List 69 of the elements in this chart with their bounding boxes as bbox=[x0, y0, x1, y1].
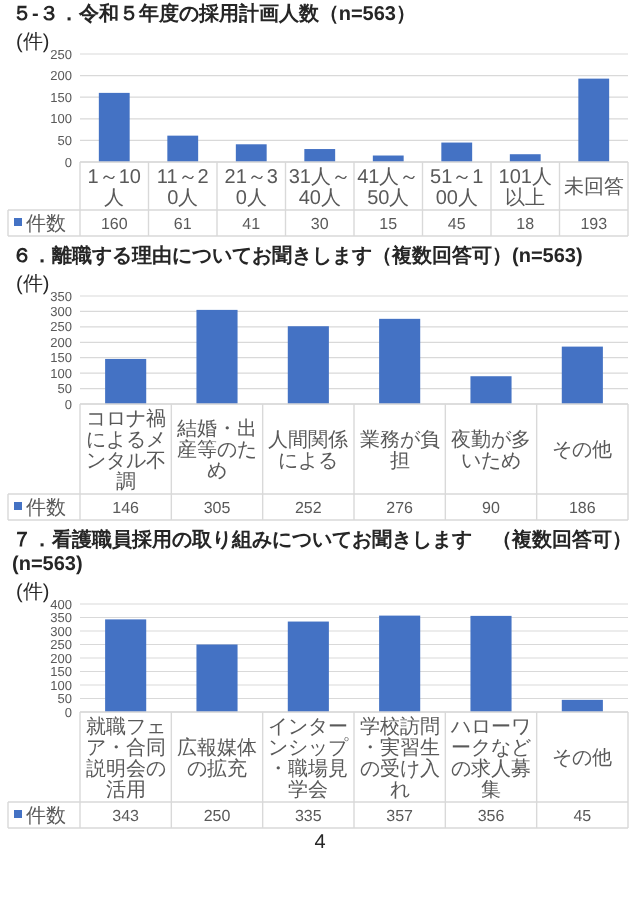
bar bbox=[470, 376, 512, 404]
x-tick-label: 夜勤が多いため bbox=[451, 427, 531, 473]
x-tick-label: 11～20人 bbox=[156, 166, 210, 210]
data-label: 30 bbox=[310, 215, 330, 233]
x-tick-label: 31人～40人 bbox=[288, 166, 351, 210]
x-tick-label: 結婚・出産等のため bbox=[175, 417, 257, 484]
y-axis-title: (件) bbox=[16, 32, 50, 54]
bar bbox=[167, 135, 199, 162]
data-label: 146 bbox=[112, 499, 141, 517]
x-tick-label: 広報媒体の拡充 bbox=[177, 735, 257, 781]
bar bbox=[379, 615, 421, 712]
data-label: 90 bbox=[482, 499, 501, 517]
data-label: 18 bbox=[516, 215, 536, 233]
y-axis-title: (件) bbox=[16, 582, 50, 604]
x-tick-label: 就職フェア・合同説明会の活用 bbox=[85, 714, 166, 802]
x-tick-label: 学校訪問・実習生の受け入れ bbox=[359, 714, 440, 802]
x-tick-label: 1～10人 bbox=[87, 166, 142, 210]
data-label: 252 bbox=[294, 499, 323, 517]
x-tick-label: その他 bbox=[552, 438, 613, 463]
x-tick-label: 人間関係による bbox=[268, 427, 349, 473]
legend-label: 件数 bbox=[26, 214, 66, 236]
data-label: 45 bbox=[573, 807, 593, 825]
bar bbox=[470, 615, 512, 712]
data-label: 356 bbox=[477, 807, 506, 825]
data-label: 335 bbox=[294, 807, 323, 825]
bar bbox=[304, 149, 336, 162]
bar bbox=[578, 78, 610, 162]
x-tick-label: コロナ禍によるメンタル不調 bbox=[85, 406, 166, 494]
x-tick-label: ハローワークなどの求人募集 bbox=[449, 716, 531, 802]
data-label: 250 bbox=[203, 807, 232, 825]
data-label: 276 bbox=[386, 499, 415, 517]
legend-label: 件数 bbox=[26, 806, 66, 828]
data-label: 186 bbox=[568, 499, 597, 517]
bar bbox=[379, 318, 421, 404]
bar bbox=[287, 326, 329, 404]
data-label: 41 bbox=[242, 215, 262, 233]
data-label: 45 bbox=[447, 215, 467, 233]
x-tick-label: 未回答 bbox=[563, 175, 624, 200]
data-label: 15 bbox=[379, 215, 399, 233]
x-tick-label: その他 bbox=[552, 746, 613, 771]
y-axis-title: (件) bbox=[16, 274, 50, 296]
data-label: 193 bbox=[580, 215, 609, 233]
data-label: 61 bbox=[173, 215, 193, 233]
x-tick-label: 21～30人 bbox=[224, 166, 279, 210]
data-label: 160 bbox=[100, 215, 129, 233]
bar bbox=[287, 621, 329, 712]
bar bbox=[105, 358, 147, 404]
bar bbox=[441, 142, 473, 162]
bar bbox=[561, 346, 603, 404]
bar bbox=[196, 644, 238, 712]
data-label: 305 bbox=[203, 499, 232, 517]
bar bbox=[98, 92, 130, 162]
x-tick-label: 41人～50人 bbox=[357, 166, 420, 210]
data-label: 357 bbox=[386, 807, 415, 825]
x-tick-label: 101人以上 bbox=[498, 166, 552, 210]
legend-label: 件数 bbox=[26, 498, 66, 520]
chart-title: ５-３．令和５年度の採用計画人数（n=563） bbox=[10, 0, 418, 28]
x-tick-label: インターンシップ・職場見学会 bbox=[268, 716, 351, 802]
bar bbox=[235, 144, 267, 162]
data-label: 343 bbox=[112, 807, 141, 825]
chart-title: ６．離職する理由についてお聞きします（複数回答可）(n=563) bbox=[10, 243, 585, 270]
x-tick-label: 51～100人 bbox=[430, 166, 485, 210]
bar bbox=[509, 154, 541, 162]
bar bbox=[561, 699, 603, 712]
x-tick-label: 業務が負担 bbox=[359, 427, 440, 473]
bar bbox=[196, 309, 238, 404]
chart-title: ７．看護職員採用の取り組みについてお聞きします （複数回答可）(n=563) bbox=[10, 527, 634, 578]
text: 4 bbox=[312, 832, 328, 856]
bar bbox=[105, 619, 147, 712]
